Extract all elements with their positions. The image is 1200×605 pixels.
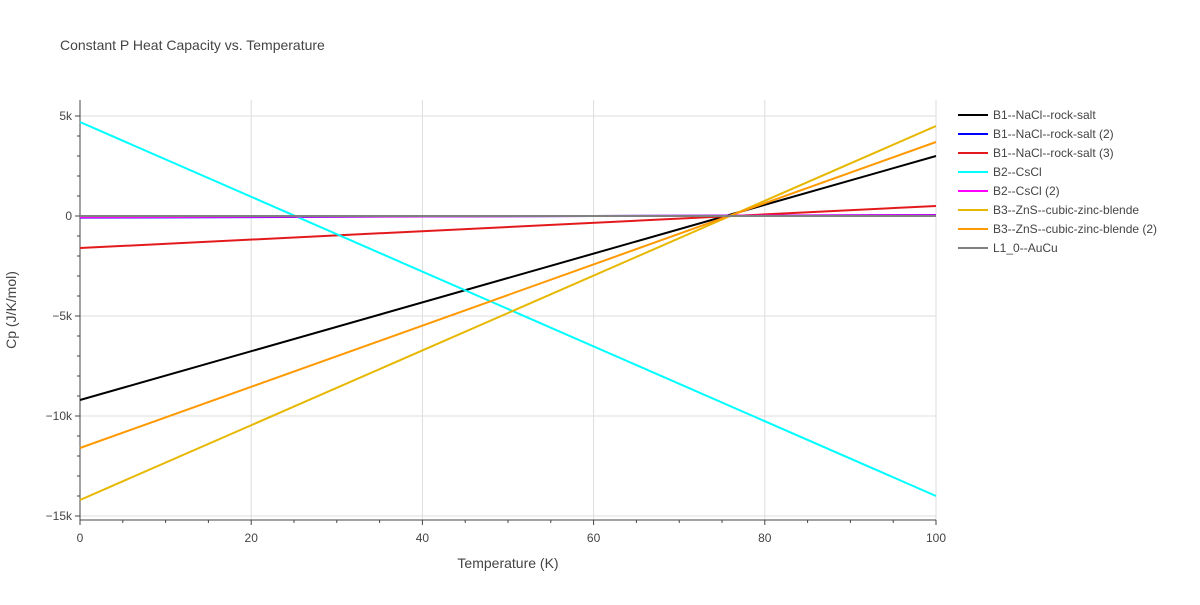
series-line-3 xyxy=(79,205,937,249)
legend-label-8: L1_0--AuCu xyxy=(993,241,1058,255)
legend-label-5: B2--CsCl (2) xyxy=(993,184,1060,198)
legend-label-6: B3--ZnS--cubic-zinc-blende xyxy=(993,203,1139,217)
series-line-1 xyxy=(79,155,937,401)
y-axis-title: Cp (J/K/mol) xyxy=(3,271,19,349)
x-tick-label: 60 xyxy=(587,531,601,545)
series-line-6 xyxy=(79,125,937,501)
tick-labels: 0 20 40 60 80 100 5k 0 −5k −10k −15k xyxy=(46,109,947,545)
x-tick-label: 80 xyxy=(758,531,772,545)
legend-label-2: B1--NaCl--rock-salt (2) xyxy=(993,127,1114,141)
x-tick-label: 100 xyxy=(926,531,946,545)
legend: B1--NaCl--rock-salt B1--NaCl--rock-salt (… xyxy=(958,108,1157,255)
axes xyxy=(75,100,937,525)
legend-label-1: B1--NaCl--rock-salt xyxy=(993,108,1096,122)
y-tick-label: −5k xyxy=(52,309,73,323)
y-tick-label: 5k xyxy=(59,109,73,123)
x-tick-label: 40 xyxy=(416,531,430,545)
y-tick-label: −15k xyxy=(46,509,73,523)
series-lines xyxy=(79,121,937,501)
chart-title: Constant P Heat Capacity vs. Temperature xyxy=(60,37,325,53)
x-tick-label: 0 xyxy=(77,531,84,545)
x-axis-title: Temperature (K) xyxy=(457,555,558,571)
series-line-4 xyxy=(79,121,937,497)
legend-label-4: B2--CsCl xyxy=(993,165,1042,179)
legend-label-7: B3--ZnS--cubic-zinc-blende (2) xyxy=(993,222,1157,236)
y-tick-label: −10k xyxy=(46,409,73,423)
series-line-7 xyxy=(79,141,937,449)
y-tick-label: 0 xyxy=(65,209,72,223)
legend-label-3: B1--NaCl--rock-salt (3) xyxy=(993,146,1114,160)
x-tick-label: 20 xyxy=(245,531,259,545)
